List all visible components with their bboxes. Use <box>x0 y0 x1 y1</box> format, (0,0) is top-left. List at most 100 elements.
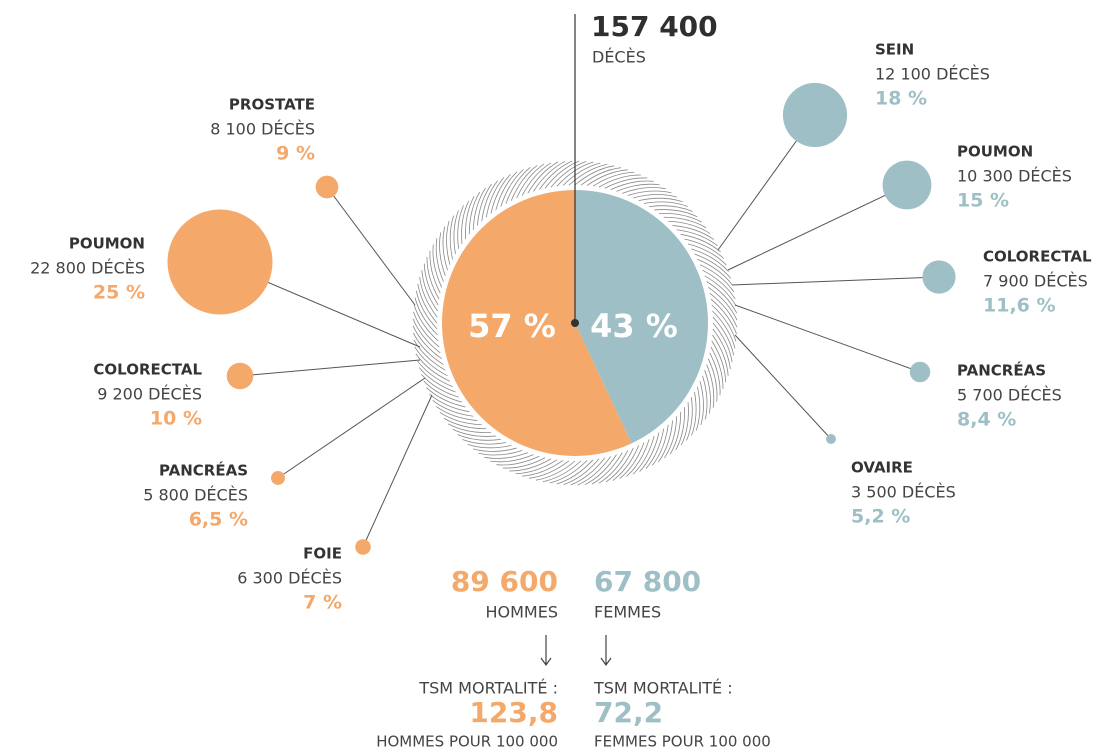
hatch <box>712 316 735 356</box>
hatch <box>712 310 736 349</box>
hatch <box>496 455 540 466</box>
hatch <box>453 210 459 255</box>
cancer-deaths: 6 300 DÉCÈS <box>237 569 342 588</box>
hatch <box>457 205 464 249</box>
total-label: DÉCÈS <box>592 48 646 67</box>
leader-line <box>731 276 940 286</box>
hatch <box>622 187 666 194</box>
hatch <box>413 339 446 371</box>
hatch <box>442 226 448 271</box>
hatch <box>570 457 606 486</box>
hatch <box>633 194 678 199</box>
total: 157 400 <box>591 10 718 43</box>
cancer-deaths: 7 900 DÉCÈS <box>983 272 1088 291</box>
cancer-name: COLORECTAL <box>983 248 1092 266</box>
arrow <box>600 635 612 667</box>
hatch <box>712 334 729 376</box>
hatch <box>707 358 718 402</box>
cancer-name: POUMON <box>957 143 1033 161</box>
hatch <box>627 190 672 196</box>
value-label: 10 % <box>150 408 202 430</box>
hatch <box>535 460 576 481</box>
hatch <box>687 243 727 266</box>
hatch <box>467 443 512 449</box>
value-label: 6,5 % <box>189 509 248 531</box>
value-label: 25 % <box>93 282 145 304</box>
bubble <box>782 82 848 148</box>
cancer-deaths: 8 100 DÉCÈS <box>210 120 315 139</box>
cancer-name: PANCRÉAS <box>159 461 248 480</box>
hatch <box>591 452 623 485</box>
hatch <box>651 424 669 466</box>
hatch <box>435 406 478 421</box>
hatch <box>568 163 608 186</box>
hatch <box>710 346 724 389</box>
cancer-name: PROSTATE <box>229 96 315 114</box>
hatch <box>598 450 629 484</box>
value-label: 11,6 % <box>983 295 1056 317</box>
hatch <box>584 454 617 486</box>
leader-line <box>734 304 921 373</box>
hatch <box>556 459 594 485</box>
hatch <box>461 200 470 244</box>
hatch <box>421 374 459 398</box>
pie-slice <box>442 190 632 456</box>
hatch <box>562 162 601 186</box>
hatch <box>435 238 444 282</box>
hatch <box>712 322 733 363</box>
hatch <box>426 257 440 300</box>
hatch <box>465 196 475 240</box>
hatch <box>702 375 708 420</box>
hatch <box>443 417 487 430</box>
value-label: 7 % <box>303 592 342 614</box>
rate-label: TSM MORTALITÉ : <box>418 679 558 698</box>
hatch <box>549 460 588 484</box>
hatch <box>709 352 721 396</box>
hatch <box>413 311 440 348</box>
hatch <box>580 167 622 186</box>
cancer-name: PANCRÉAS <box>957 361 1046 380</box>
hatch <box>550 161 587 188</box>
hatch <box>509 458 552 472</box>
value-label: 18 % <box>875 88 927 110</box>
cancer-deaths: 3 500 DÉCÈS <box>851 483 956 502</box>
hatch <box>654 209 698 218</box>
hatch <box>544 160 580 189</box>
cancer-deaths: 5 700 DÉCÈS <box>957 386 1062 405</box>
hatch <box>516 163 545 199</box>
hatch <box>484 452 528 459</box>
bubble <box>882 160 932 210</box>
hatch <box>699 381 704 426</box>
hatch <box>485 177 505 218</box>
rate-unit: FEMMES POUR 100 000 <box>594 733 771 751</box>
cancer-name: POUMON <box>69 235 145 253</box>
hatch <box>457 434 501 441</box>
hatch <box>604 177 648 189</box>
hatch <box>432 244 443 288</box>
value-label: 15 % <box>957 190 1009 212</box>
hatch <box>429 250 441 294</box>
hatch <box>610 180 654 191</box>
hatch <box>632 435 655 475</box>
hatch <box>448 423 492 433</box>
hatch <box>639 432 660 472</box>
hatch <box>680 402 689 446</box>
leader-line <box>277 377 426 479</box>
hatch <box>598 174 641 188</box>
hatch <box>478 450 523 456</box>
hatch <box>527 161 559 194</box>
cancer-name: COLORECTAL <box>93 361 202 379</box>
cancer-deaths: 22 800 DÉCÈS <box>30 259 145 278</box>
bubble <box>315 175 339 199</box>
hatch <box>710 298 737 335</box>
hatch <box>414 297 438 336</box>
hatch <box>423 263 439 306</box>
hatch <box>668 220 711 234</box>
hatch <box>468 191 481 235</box>
center-dot <box>571 319 579 327</box>
hatch <box>616 183 660 192</box>
hatch <box>711 304 737 342</box>
leader-line <box>326 186 416 306</box>
hatch <box>452 428 496 437</box>
hatch <box>704 370 711 414</box>
